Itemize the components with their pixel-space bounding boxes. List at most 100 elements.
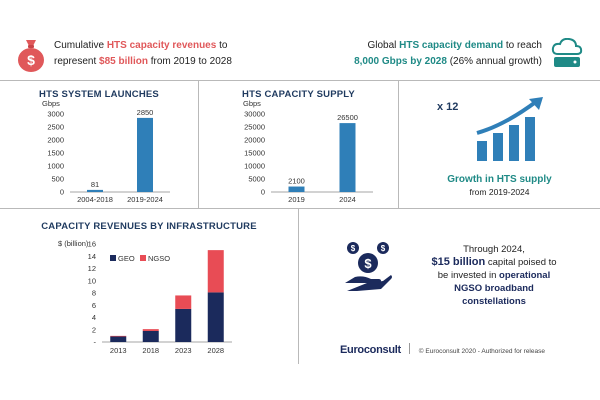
bar-2004-2018 (87, 189, 103, 192)
bar-ngso-2028 (207, 250, 224, 293)
callout-line4: NGSO broadband (454, 283, 534, 294)
divider-middle (0, 208, 600, 209)
y-tick-label: 15000 (244, 149, 265, 158)
x-tick-label: 2013 (110, 346, 127, 355)
svg-text:$: $ (381, 244, 386, 253)
growth-multiplier: x 12 (437, 97, 458, 115)
divider-v3 (298, 209, 299, 364)
y-tick-label: 2000 (47, 136, 64, 145)
y-tick-label: - (94, 338, 97, 347)
y-axis-label: Gbps (42, 100, 60, 108)
header-left-line1-pre: Cumulative (54, 40, 107, 51)
y-tick-label: 8 (92, 289, 96, 298)
y-tick-label: 30000 (244, 110, 265, 119)
bar-geo-2023 (175, 308, 192, 342)
growth-panel: x 12 Growth in HTS supply from 2019-2024 (399, 81, 600, 208)
svg-text:$: $ (27, 52, 35, 68)
y-axis-label: Gbps (243, 100, 261, 108)
header-left-line1-post: to (216, 40, 228, 51)
header-right-line2-post: (26% annual growth) (446, 56, 542, 67)
header-right-highlight2: 8,000 Gbps by 2028 (354, 56, 447, 67)
growth-subtitle: from 2019-2024 (469, 187, 530, 197)
footer: Euroconsult © Euroconsult 2020 - Authori… (340, 340, 595, 356)
x-tick-label: 2018 (142, 346, 159, 355)
svg-text:$: $ (364, 256, 372, 271)
legend-label-geo: GEO (118, 254, 135, 263)
x-tick-label: 2024 (339, 195, 356, 204)
bar-2024 (339, 123, 356, 192)
y-tick-label: 5000 (248, 175, 265, 184)
callout-line1: Through 2024, (463, 244, 525, 255)
bar-ngso-2023 (175, 295, 192, 309)
divider-v2 (398, 81, 399, 208)
header-left-line2-pre: represent (54, 56, 100, 67)
header-right-line1-post: to reach (503, 40, 542, 51)
y-tick-label: 20000 (244, 136, 265, 145)
header-left: $ Cumulative HTS capacity revenues to re… (14, 34, 274, 74)
chart3-title: CAPACITY REVENUES BY INFRASTRUCTURE (41, 221, 257, 232)
y-tick-label: 2500 (47, 123, 64, 132)
y-tick-label: 0 (60, 188, 64, 197)
data-label: 26500 (337, 113, 358, 122)
y-tick-label: 14 (88, 252, 96, 261)
y-tick-label: 4 (92, 313, 96, 322)
x-tick-label: 2019-2024 (127, 195, 163, 204)
y-tick-label: 16 (88, 240, 96, 249)
x-tick-label: 2023 (175, 346, 192, 355)
money-bag-icon: $ (18, 40, 44, 72)
legend-swatch-geo (110, 255, 116, 261)
header-right: Global HTS capacity demand to reach 8,00… (330, 34, 590, 74)
y-tick-label: 0 (261, 188, 265, 197)
divider-top (0, 80, 600, 81)
bar-ngso-2018 (142, 329, 159, 331)
growth-multiplier-text: x 12 (437, 101, 459, 113)
chart-hts-capacity-supply: Gbps 0 5000 10000 15000 20000 25000 30000 2100 20… (243, 100, 373, 204)
data-label: 2850 (137, 108, 154, 117)
footer-copyright: © Euroconsult 2020 - Authorized for rele… (418, 348, 545, 355)
footer-separator (409, 343, 411, 355)
bar-geo-2018 (142, 330, 159, 342)
bar-2019-2024 (137, 117, 153, 192)
callout-text: Through 2024, $15 billion capital poised… (399, 243, 589, 308)
hand-coins-icon: $ $ $ (345, 242, 392, 291)
growth-bars-arrow-icon (476, 97, 543, 161)
bar-geo-2028 (207, 292, 224, 342)
y-tick-label: 2 (92, 325, 96, 334)
y-axis-label: $ (billion) (58, 239, 89, 248)
svg-text:$: $ (351, 244, 356, 253)
x-tick-label: 2004-2018 (77, 195, 113, 204)
header-left-line2-post: from 2019 to 2028 (147, 56, 232, 67)
header-left-highlight2: $85 billion (99, 56, 148, 67)
y-tick-label: 25000 (244, 123, 265, 132)
cloud-server-icon (551, 38, 583, 67)
divider-v1 (198, 81, 199, 208)
x-tick-label: 2028 (207, 346, 224, 355)
euroconsult-logo: Euroconsult (340, 344, 401, 356)
chart-capacity-revenues: $ (billion) - 2 4 6 8 10 12 14 16 2013 2018 2023 2028… (58, 239, 232, 355)
y-tick-label: 3000 (47, 110, 64, 119)
bar-ngso-2013 (110, 335, 127, 337)
header-left-highlight1: HTS capacity revenues (106, 40, 217, 51)
bar-2019 (288, 186, 305, 192)
y-tick-label: 10 (88, 276, 96, 285)
legend-swatch-ngso (140, 255, 146, 261)
y-tick-label: 500 (51, 175, 64, 184)
y-tick-label: 6 (92, 301, 96, 310)
y-tick-label: 1000 (47, 162, 64, 171)
data-label: 81 (91, 180, 99, 189)
growth-title: Growth in HTS supply (447, 174, 552, 185)
chart-hts-system-launches: Gbps 0 500 1000 1500 2000 2500 3000 81 2004-2018 2… (42, 100, 170, 204)
y-tick-label: 12 (88, 264, 96, 273)
callout-panel: $ $ $ Through 2024, $15 billion capital … (299, 209, 600, 339)
y-tick-label: 1500 (47, 149, 64, 158)
header-right-highlight1: HTS capacity demand (399, 40, 504, 51)
x-tick-label: 2019 (288, 195, 305, 204)
callout-line5: constellations (462, 296, 526, 307)
legend-label-ngso: NGSO (148, 254, 170, 263)
callout-line2-post: capital poised to (485, 257, 557, 268)
chart1-title: HTS SYSTEM LAUNCHES (39, 89, 159, 100)
callout-line3-pre: be invested in (437, 270, 500, 281)
bar-geo-2013 (110, 336, 127, 342)
callout-highlight2: operational (499, 270, 551, 281)
header-right-line1-pre: Global (367, 40, 400, 51)
